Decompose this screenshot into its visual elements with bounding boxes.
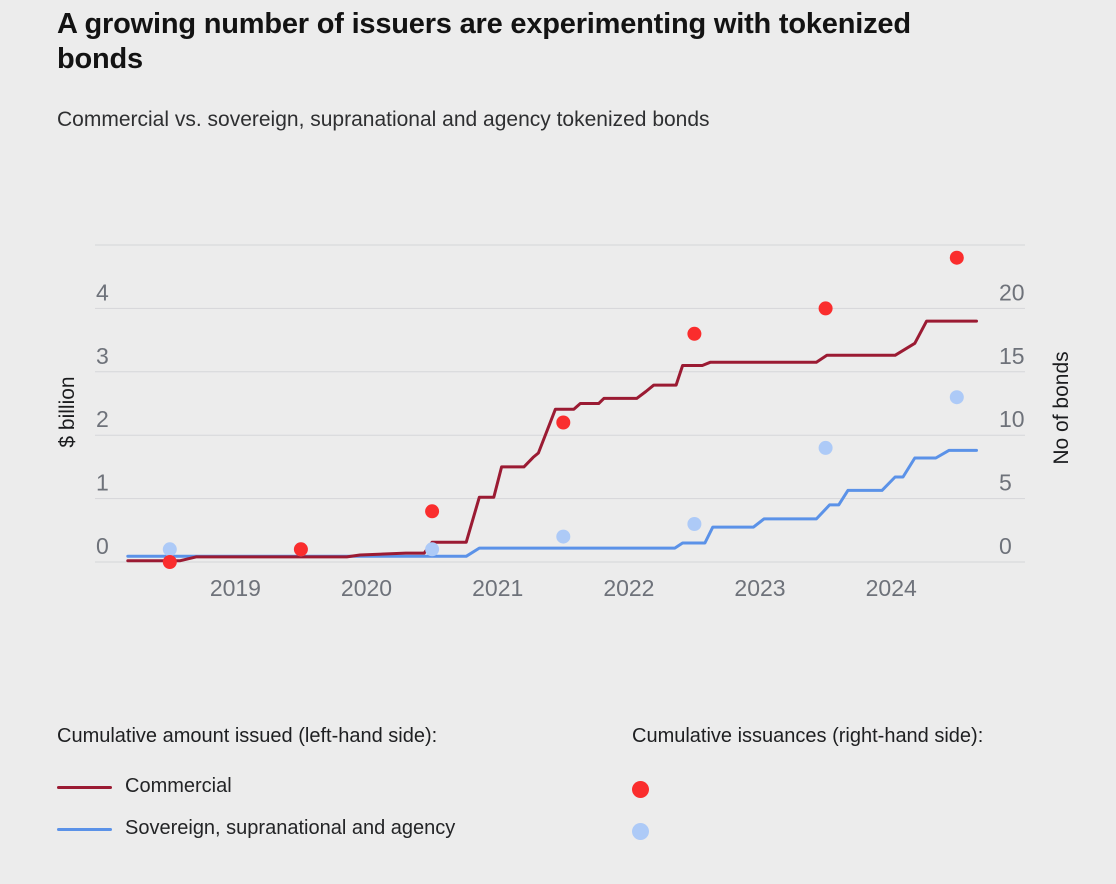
commercial-issuance-dot xyxy=(162,555,177,569)
x-axis-tick: 2021 xyxy=(472,575,523,601)
x-axis-tick: 2020 xyxy=(341,575,392,601)
legend-amount-header: Cumulative amount issued (left-hand side… xyxy=(57,725,438,747)
y-axis-title-left: $ billion xyxy=(56,376,79,447)
y-axis-tick-left: 0 xyxy=(96,533,109,559)
legend-dot-commercial xyxy=(632,781,649,798)
dual-axis-line-chart: 0 1 2 3 4 0 5 10 15 20 2019 2020 2021 2022 2023 2024 $ b… xyxy=(56,244,1073,601)
legend-dot-ssa xyxy=(632,823,649,840)
chart-title: A growing number of issuers are experime… xyxy=(57,8,911,75)
y-axis-title-right: No of bonds xyxy=(1050,351,1073,464)
y-axis-tick-left: 3 xyxy=(96,343,109,369)
x-axis-tick: 2022 xyxy=(603,575,654,601)
legend-swatch-ssa xyxy=(57,828,112,831)
legend-label-ssa: Sovereign, supranational and agency xyxy=(125,817,456,839)
y-axis-tick-right: 10 xyxy=(999,406,1025,432)
y-axis-tick-left: 1 xyxy=(96,470,109,496)
ssa-amount-line xyxy=(126,448,978,558)
y-axis-tick-right: 20 xyxy=(999,279,1025,305)
y-axis-tick-right: 0 xyxy=(999,533,1012,559)
commercial-issuance-dot xyxy=(818,301,833,316)
y-axis-tick-left: 4 xyxy=(96,279,109,305)
x-axis-tick: 2019 xyxy=(210,575,261,601)
commercial-issuance-dot xyxy=(293,542,308,557)
ssa-issuance-dot xyxy=(162,542,177,557)
ssa-issuance-dot xyxy=(425,542,440,557)
commercial-issuance-dot xyxy=(556,415,571,430)
y-axis-tick-right: 5 xyxy=(999,470,1012,496)
ssa-issuance-dot xyxy=(949,390,964,405)
commercial-amount-line xyxy=(126,319,978,563)
legend-issuances-header: Cumulative issuances (right-hand side): xyxy=(632,725,984,747)
ssa-issuance-dot xyxy=(687,517,702,531)
x-axis-tick: 2024 xyxy=(866,575,917,601)
commercial-issuance-dot xyxy=(949,250,964,265)
chart-canvas: 0 1 2 3 4 0 5 10 15 20 2019 2020 2021 2022 2023 2024 $ b… xyxy=(56,244,1073,601)
chart-subtitle: Commercial vs. sovereign, supranational … xyxy=(57,108,710,131)
legend-label-commercial: Commercial xyxy=(125,775,232,797)
legend-swatch-commercial xyxy=(57,786,112,789)
commercial-issuance-dot xyxy=(687,326,702,341)
x-axis-tick: 2023 xyxy=(734,575,785,601)
ssa-issuance-dot xyxy=(818,440,833,455)
ssa-issuance-dot xyxy=(556,529,571,544)
y-axis-tick-right: 15 xyxy=(999,343,1025,369)
commercial-issuance-dot xyxy=(425,504,440,519)
y-axis-tick-left: 2 xyxy=(96,406,109,432)
